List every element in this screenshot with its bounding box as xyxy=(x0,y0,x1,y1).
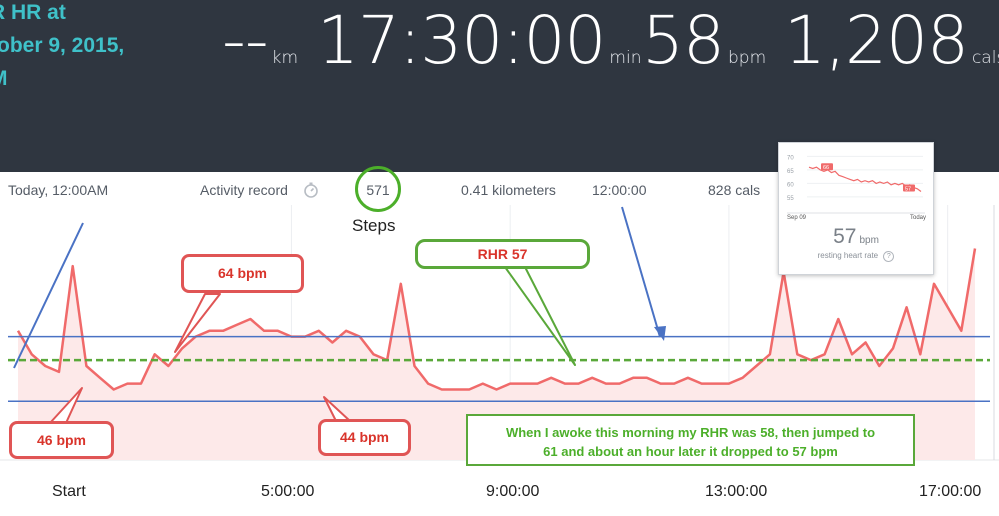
duration-value: 17:30:00 xyxy=(317,2,606,79)
mini-rhr-caption: resting heart rate ? xyxy=(779,251,933,262)
stopwatch-icon xyxy=(303,181,319,202)
mini-rhr-number: 57 xyxy=(833,225,857,248)
mini-first-badge xyxy=(821,163,833,171)
callout-pointers xyxy=(49,266,576,424)
steps-value: 571 xyxy=(366,182,390,198)
activity-time: 12:00:00 xyxy=(592,182,647,198)
steps-label: Steps xyxy=(352,216,396,235)
callout-64-pointer xyxy=(174,293,221,353)
title-line-1: R HR at xyxy=(0,1,66,24)
x-tick-label: 9:00:00 xyxy=(486,483,540,500)
midday-arrow xyxy=(621,206,661,338)
activity-date: Today, 12:00AM xyxy=(8,182,109,198)
help-icon[interactable]: ? xyxy=(883,251,895,262)
heart-rate-area xyxy=(18,248,975,460)
distance-stat: -- km xyxy=(222,2,298,79)
title-line-3: M xyxy=(0,62,124,95)
resting-heart-rate-widget[interactable]: 70 65 60 55 Sep 09 Today 66 57 57 bpm resting h… xyxy=(778,142,934,275)
heart-rate-unit: bpm xyxy=(727,48,767,68)
rhr-note-box: When I awoke this morning my RHR was 58,… xyxy=(466,414,915,466)
x-tick-label: 17:00:00 xyxy=(919,483,982,500)
page-title: R HR at tober 9, 2015, M xyxy=(0,0,124,95)
title-line-2: tober 9, 2015, xyxy=(0,34,125,57)
steps-highlight-circle xyxy=(355,166,401,212)
callout-46-bpm: 46 bpm xyxy=(9,421,114,459)
midday-arrowhead xyxy=(654,326,666,341)
summary-header: R HR at tober 9, 2015, M --km 17:30:00mi… xyxy=(0,0,999,172)
heart-rate-stat: 58 bpm xyxy=(642,2,766,79)
calories-unit: cals xyxy=(971,48,999,68)
x-tick-label: Start xyxy=(52,483,86,500)
mini-x-start: Sep 09 xyxy=(787,215,807,221)
activity-calories: 828 cals xyxy=(708,182,761,198)
mini-last-badge-text: 57 xyxy=(905,186,911,192)
x-tick-label: 13:00:00 xyxy=(705,483,768,500)
mini-y-tick: 60 xyxy=(787,182,794,188)
callout-rhr-57: RHR 57 xyxy=(415,239,590,269)
calories-value: 1,208 xyxy=(784,2,969,79)
mini-y-tick: 55 xyxy=(787,196,794,202)
mini-x-end: Today xyxy=(910,215,926,221)
callout-rhr-pointer xyxy=(504,266,576,366)
start-arrow xyxy=(13,222,84,369)
note-line-1: When I awoke this morning my RHR was 58,… xyxy=(505,425,876,440)
callout-44-bpm: 44 bpm xyxy=(318,419,411,456)
mini-first-badge-text: 66 xyxy=(823,165,829,171)
x-tick-label: 5:00:00 xyxy=(261,483,315,500)
mini-rhr-series: 66 57 xyxy=(808,163,922,192)
duration-unit: min xyxy=(609,48,642,68)
mini-rhr-value: 57 bpm xyxy=(779,225,933,249)
mini-rhr-chart: 70 65 60 55 Sep 09 Today 66 57 xyxy=(787,155,926,221)
callout-64-bpm: 64 bpm xyxy=(181,254,304,293)
note-line-2: 61 and about an hour later it dropped to… xyxy=(543,444,838,459)
duration-stat: 17:30:00 min xyxy=(317,2,641,79)
calories-stat: 1,208cals xyxy=(784,2,999,79)
mini-caption-text: resting heart rate xyxy=(817,251,879,260)
activity-distance: 0.41 kilometers xyxy=(461,182,556,198)
activity-record-label: Activity record xyxy=(200,182,288,198)
mini-y-tick: 65 xyxy=(787,169,794,175)
reference-lines xyxy=(8,335,990,402)
distance-value: -- xyxy=(222,2,269,79)
annotation-arrows xyxy=(13,206,666,369)
mini-last-badge xyxy=(903,184,915,192)
mini-y-tick: 70 xyxy=(787,155,794,161)
heart-rate-value: 58 xyxy=(642,2,725,79)
mini-rhr-unit: bpm xyxy=(859,235,879,246)
heart-rate-series xyxy=(16,248,977,460)
distance-unit: km xyxy=(271,48,299,68)
heart-rate-line xyxy=(16,248,977,391)
